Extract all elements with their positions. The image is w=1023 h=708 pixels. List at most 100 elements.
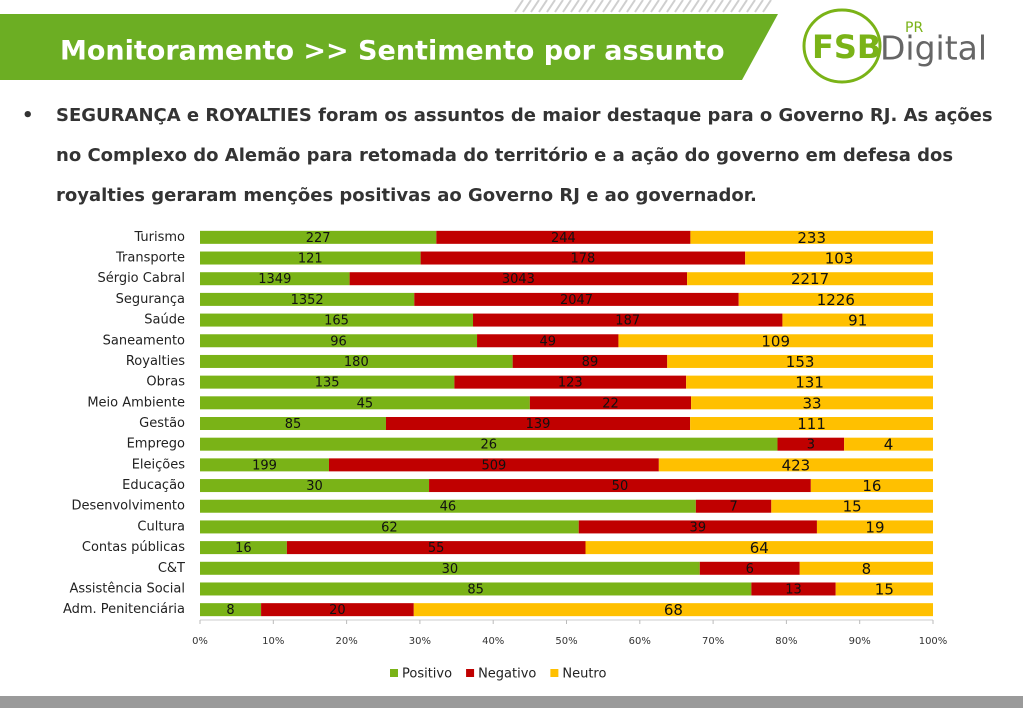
bar-segment xyxy=(200,251,421,265)
data-label: 22 xyxy=(602,396,619,411)
data-label: 62 xyxy=(381,520,398,535)
data-label: 1352 xyxy=(291,293,324,308)
data-label: 68 xyxy=(664,601,683,619)
data-label: 423 xyxy=(782,456,811,474)
data-label: 131 xyxy=(795,374,824,392)
data-label: 7 xyxy=(729,500,737,515)
bar-segment xyxy=(816,520,933,534)
data-label: 6 xyxy=(746,562,754,577)
data-label: 13 xyxy=(785,582,802,597)
data-label: 26 xyxy=(480,438,497,453)
y-tick-label: Meio Ambiente xyxy=(87,395,185,410)
bullet-text: SEGURANÇA e ROYALTIES foram os assuntos … xyxy=(56,105,993,206)
y-tick-label: C&T xyxy=(158,561,185,576)
legend-label: Negativo xyxy=(478,667,536,682)
data-label: 55 xyxy=(428,541,445,556)
bar-segment xyxy=(618,334,933,348)
logo-brand: FSB xyxy=(812,28,881,66)
data-label: 1349 xyxy=(258,272,291,287)
data-label: 165 xyxy=(324,314,349,329)
bar-segment xyxy=(799,561,933,575)
bar-segment xyxy=(695,499,772,513)
bar-segment xyxy=(200,582,752,596)
bar-segment xyxy=(771,499,933,513)
bullet-dot: • xyxy=(22,105,34,126)
x-tick-label: 60% xyxy=(629,636,651,647)
data-label: 187 xyxy=(615,314,640,329)
bar-segment xyxy=(687,272,933,286)
data-label: 89 xyxy=(582,355,599,370)
y-tick-label: Saúde xyxy=(144,313,185,328)
data-label: 121 xyxy=(298,252,323,267)
data-label: 16 xyxy=(862,477,881,495)
x-tick-label: 50% xyxy=(555,636,577,647)
x-tick-label: 40% xyxy=(482,636,504,647)
bar-segment xyxy=(200,292,415,306)
bar-segment xyxy=(200,499,696,513)
bar-segment xyxy=(777,437,845,451)
legend-swatch xyxy=(550,669,559,677)
bar-segment xyxy=(200,354,513,368)
bar-segment xyxy=(844,437,933,451)
bar-segment xyxy=(200,230,437,244)
bar-segment xyxy=(328,458,659,472)
bar-segment xyxy=(690,230,933,244)
data-label: 199 xyxy=(252,458,277,473)
bar-segment xyxy=(686,375,933,389)
data-label: 15 xyxy=(875,580,894,598)
bar-segment xyxy=(200,334,478,348)
data-label: 233 xyxy=(797,229,826,247)
y-tick-label: Emprego xyxy=(127,437,185,452)
data-label: 509 xyxy=(481,458,506,473)
y-tick-label: Obras xyxy=(146,375,185,390)
legend-swatch xyxy=(390,669,398,677)
x-tick-label: 80% xyxy=(775,636,797,647)
y-tick-label: Cultura xyxy=(137,519,185,534)
footer-bar xyxy=(0,696,1023,708)
data-label: 20 xyxy=(329,603,346,618)
bar-segment xyxy=(200,458,329,472)
logo-superscript: PR xyxy=(905,20,923,36)
data-label: 153 xyxy=(786,353,815,371)
data-label: 3 xyxy=(807,438,815,453)
bar-segment xyxy=(200,541,287,555)
bar-segment xyxy=(200,479,430,493)
bar-segment xyxy=(473,313,783,327)
data-label: 109 xyxy=(761,332,790,350)
bar-segment xyxy=(200,417,386,430)
data-label: 1226 xyxy=(817,291,855,309)
data-label: 64 xyxy=(750,539,769,557)
y-tick-label: Saneamento xyxy=(103,333,185,348)
bar-segment xyxy=(261,603,414,617)
bar-segment xyxy=(512,354,668,368)
hatch xyxy=(514,0,772,13)
bar-segment xyxy=(436,230,691,244)
bar-segment xyxy=(529,396,692,410)
bar-segment xyxy=(585,541,933,555)
header-title: Monitoramento >> Sentimento por assunto xyxy=(60,36,725,67)
data-label: 111 xyxy=(797,415,826,433)
bar-segment xyxy=(200,313,474,327)
data-label: 45 xyxy=(357,396,374,411)
data-label: 49 xyxy=(539,334,556,349)
bar-segment xyxy=(751,582,836,596)
data-label: 2047 xyxy=(560,293,593,308)
logo-ring xyxy=(802,8,882,84)
data-label: 8 xyxy=(862,560,872,578)
bar-segment xyxy=(578,520,817,534)
data-label: 50 xyxy=(612,479,629,494)
y-tick-label: Segurança xyxy=(116,292,185,307)
y-tick-label: Gestão xyxy=(139,416,185,431)
y-tick-label: Assistência Social xyxy=(69,581,185,596)
data-label: 30 xyxy=(442,562,459,577)
y-tick-label: Turismo xyxy=(133,230,185,245)
logo-product: Digital xyxy=(880,29,987,68)
data-label: 135 xyxy=(315,376,340,391)
bar-segment xyxy=(810,479,933,493)
bar-segment xyxy=(413,603,934,617)
bar-segment xyxy=(691,396,933,410)
bar-segment xyxy=(477,334,619,348)
data-label: 4 xyxy=(884,436,894,454)
y-tick-label: Eleições xyxy=(132,457,186,472)
